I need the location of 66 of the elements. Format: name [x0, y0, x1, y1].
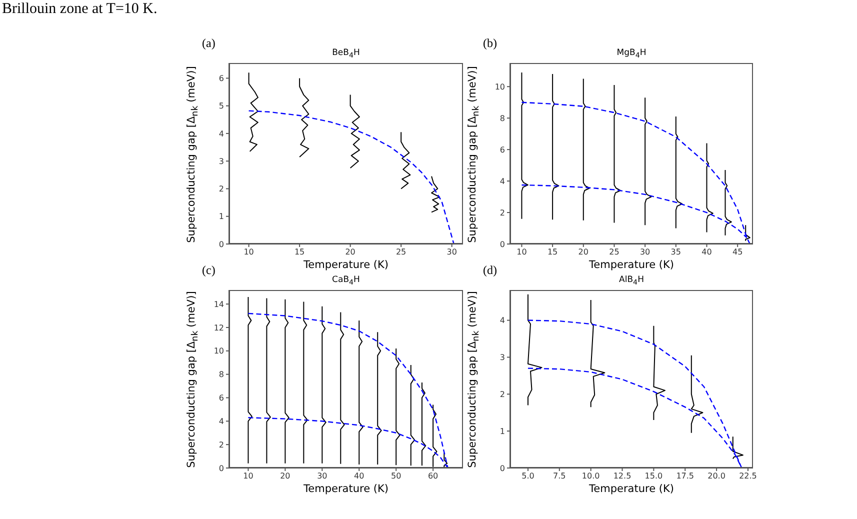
x-axis-title: Temperature (K)	[588, 483, 675, 495]
x-tick-label: 17.5	[676, 472, 694, 481]
y-tick-label: 8	[500, 114, 505, 123]
y-tick-label: 3	[218, 156, 224, 166]
x-tick-label: 12.5	[613, 472, 632, 481]
x-tick-label: 30	[640, 248, 650, 257]
x-axis-title: Temperature (K)	[302, 483, 390, 495]
x-tick-label: 60	[428, 472, 438, 481]
x-tick-label: 10	[516, 248, 527, 257]
y-tick-label: 6	[218, 394, 224, 403]
text: Brillouin zone at T=10 K.	[2, 1, 158, 18]
y-tick-label: 2	[218, 440, 224, 450]
y-tick-label: 12	[214, 323, 224, 332]
x-tick-label: 10	[243, 472, 254, 481]
y-tick-label: 2	[218, 184, 224, 194]
x-axis-title: Temperature (K)	[302, 259, 390, 271]
x-tick-label: 40	[354, 472, 364, 481]
y-tick-label: 2	[500, 208, 505, 218]
chart-title: BeB$_{4}$H	[331, 48, 361, 60]
x-tick-label: 20.0	[708, 472, 726, 481]
y-tick-label: 0	[218, 464, 224, 473]
x-tick-label: 20	[578, 248, 588, 257]
y-tick-label: 6	[218, 74, 224, 84]
x-tick-label: 15.0	[644, 472, 663, 481]
x-tick-label: 10.0	[582, 472, 600, 481]
text: (a)	[202, 36, 216, 51]
x-tick-label: 20	[280, 472, 290, 481]
y-tick-label: 4	[218, 417, 224, 426]
x-tick-label: 25	[396, 248, 406, 257]
y-tick-label: 0	[218, 240, 224, 249]
x-tick-label: 15	[294, 248, 305, 257]
x-tick-label: 35	[670, 248, 681, 257]
chart-title: MgB$_{4}$H	[616, 48, 648, 60]
x-tick-label: 15	[547, 248, 558, 257]
y-tick-label: 4	[500, 316, 505, 326]
y-tick-label: 3	[500, 353, 505, 362]
x-tick-label: 30	[317, 472, 328, 481]
x-axis-title: Temperature (K)	[588, 259, 675, 271]
text: (b)	[483, 36, 497, 51]
y-tick-label: 0	[500, 464, 505, 473]
y-tick-label: 10	[494, 82, 505, 92]
x-tick-label: 22.5	[739, 472, 757, 481]
y-tick-label: 4	[500, 176, 505, 186]
text: (c)	[202, 263, 216, 278]
x-tick-label: 50	[390, 472, 402, 481]
chart-title: CaB$_{4}$H	[331, 275, 361, 287]
x-tick-label: 10	[244, 248, 254, 257]
y-tick-label: 2	[500, 390, 505, 399]
y-tick-label: 5	[218, 102, 224, 111]
x-tick-label: 20	[345, 248, 356, 257]
y-tick-label: 8	[218, 370, 224, 380]
text: (d)	[483, 263, 497, 278]
x-tick-label: 7.5	[553, 472, 566, 481]
x-tick-label: 45	[732, 248, 743, 257]
y-tick-label: 1	[218, 212, 224, 222]
y-tick-label: 0	[500, 240, 505, 249]
y-tick-label: 6	[500, 145, 505, 154]
y-tick-label: 10	[214, 346, 224, 356]
x-tick-label: 30	[446, 248, 457, 257]
y-tick-label: 14	[214, 300, 224, 309]
y-tick-label: 4	[218, 129, 224, 138]
x-tick-label: 5.0	[522, 472, 534, 481]
x-tick-label: 40	[702, 248, 712, 257]
x-tick-label: 25	[609, 248, 620, 257]
chart-title: AlB$_{4}$H	[618, 275, 645, 287]
y-tick-label: 1	[500, 426, 505, 436]
